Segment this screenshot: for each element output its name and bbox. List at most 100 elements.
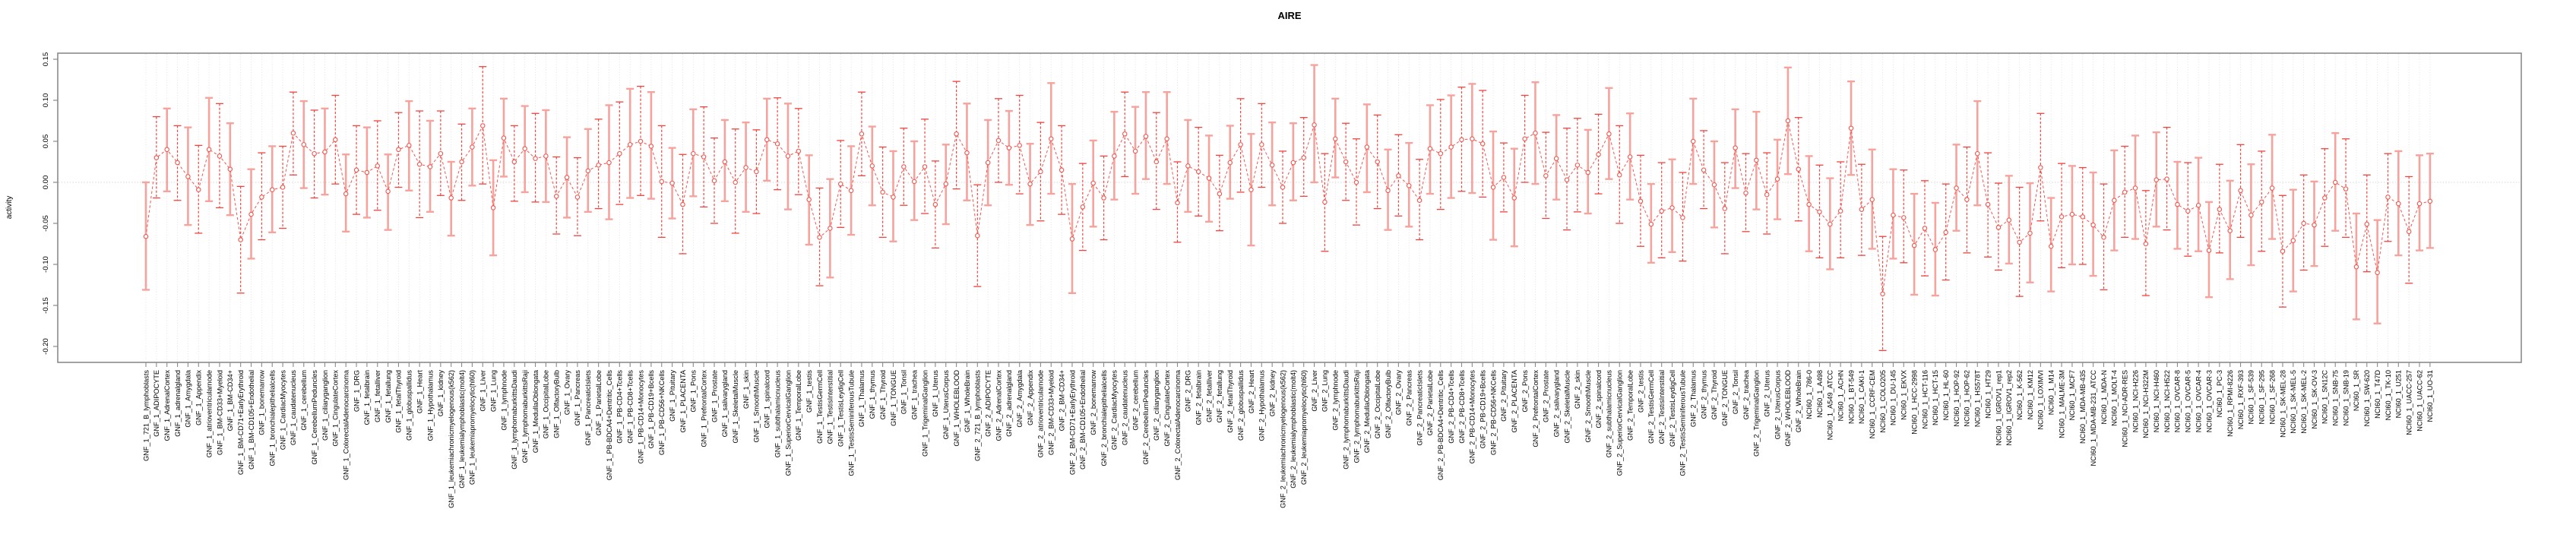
x-tick-label: GNF_2_PB-CD19+Bcells (1479, 370, 1487, 449)
data-point (407, 143, 412, 148)
x-tick-label: GNF_2_WHOLEBLOOD (1784, 370, 1792, 447)
data-point (1280, 185, 1286, 190)
x-tick-label: GNF_2_PB-CD8+Tcells (1458, 370, 1466, 444)
x-tick-label: GNF_1_testis (805, 370, 813, 413)
data-point (448, 195, 454, 201)
data-point (785, 153, 791, 159)
data-point (774, 141, 780, 147)
x-tick-label: GNF_2_Liver (1311, 370, 1318, 412)
x-tick-label: NCI60_1_SK-OV-3 (2311, 370, 2318, 429)
data-point (1416, 198, 1422, 204)
data-point (301, 142, 307, 147)
data-point (2416, 201, 2423, 207)
data-point (1132, 148, 1138, 154)
data-point (1227, 160, 1233, 166)
y-tick-label: -0.20 (42, 338, 50, 355)
data-point (1343, 159, 1349, 165)
data-point (848, 188, 854, 194)
x-tick-label: GNF_1_Pituitary (669, 370, 676, 422)
data-point (743, 165, 748, 170)
x-tick-label: GNF_2_TestisSeminiferousTubule (1679, 370, 1687, 476)
x-tick-label: GNF_1_leukemialymphoblastic(molt4) (458, 370, 466, 489)
x-tick-label: GNF_1_Liver (479, 370, 487, 412)
data-point (1985, 201, 1991, 207)
data-point (964, 150, 970, 156)
data-point (859, 131, 865, 137)
data-point (1080, 204, 1086, 210)
x-tick-label: GNF_2_CardiacMyocytes (1111, 370, 1119, 451)
data-point (227, 166, 233, 172)
data-point (911, 179, 917, 185)
data-point (269, 187, 275, 192)
data-point (680, 201, 685, 207)
data-point (1574, 163, 1581, 168)
data-point (1490, 185, 1496, 190)
x-tick-label: GNF_1_BM-CD34+ (226, 370, 234, 431)
x-tick-label: GNF_2_MedullaOblongata (1363, 369, 1371, 453)
data-point (2343, 186, 2349, 191)
x-tick-label: GNF_2_TrigeminalGanglion (1753, 370, 1761, 457)
data-point (1817, 209, 1822, 215)
x-tick-label: GNF_1_thymus (869, 370, 876, 419)
data-point (1059, 167, 1065, 173)
x-tick-label: GNF_1_WHOLEBLOOD (953, 370, 960, 447)
x-tick-label: GNF_1_UterusCorpus (942, 370, 950, 440)
data-point (1090, 180, 1096, 186)
data-point (1322, 199, 1328, 205)
data-point (1543, 173, 1549, 179)
data-point (1659, 208, 1664, 214)
x-tick-label: GNF_1_ColorectalAdenocarcinoma (342, 369, 350, 480)
data-point (1785, 118, 1791, 124)
x-tick-label: NCI60_1_PC-3 (2216, 370, 2223, 417)
x-tick-label: GNF_1_Lung (489, 370, 497, 412)
x-tick-label: GNF_1_CardiacMyocytes (279, 370, 286, 451)
data-point (1585, 169, 1590, 175)
data-point (1722, 206, 1728, 211)
x-tick-label: GNF_2_leukemialymphoblastic(molt4) (1290, 370, 1297, 489)
data-point (796, 148, 802, 154)
x-tick-label: GNF_1_Appendix (195, 370, 203, 425)
x-tick-label: GNF_1_TestisSeminiferousTubule (847, 370, 855, 476)
data-point (1027, 181, 1033, 187)
x-tick-label: GNF_2_adrenalgland (1005, 370, 1013, 437)
data-point (153, 155, 160, 160)
data-point (501, 135, 507, 141)
data-point (1248, 187, 1254, 192)
data-point (248, 211, 254, 217)
data-point (490, 205, 496, 210)
x-tick-label: NCI60_1_U251 (2395, 370, 2403, 418)
data-point (2427, 198, 2433, 204)
x-tick-label: GNF_2_Thalamus (1690, 370, 1698, 427)
data-point (1669, 205, 1675, 210)
data-point (1859, 207, 1865, 212)
x-tick-label: GNF_2_721_B_lymphoblasts (974, 370, 982, 461)
x-tick-label: GNF_2_TestisGermCell (1647, 370, 1655, 444)
x-tick-label: GNF_1_salivarygland (721, 370, 729, 437)
data-point (543, 153, 549, 159)
x-tick-label: NCI60_1_SK-MEL-2 (2300, 370, 2308, 434)
data-point (143, 234, 149, 239)
x-tick-label: GNF_2_Pancreas (1406, 370, 1413, 426)
data-point (522, 146, 527, 151)
data-point (1312, 122, 1317, 128)
data-point (733, 179, 738, 185)
x-tick-label: GNF_2_skin (1574, 370, 1581, 409)
x-tick-label: NCI60_1_RXF-393 (2237, 370, 2245, 429)
data-point (1438, 150, 1444, 157)
x-tick-label: GNF_1_leukemiapromyelocytic(hl60) (469, 370, 476, 485)
x-tick-label: GNF_2_Ovary (1395, 370, 1403, 416)
y-tick-label: -0.10 (42, 256, 50, 273)
x-tick-label: GNF_1_PrefrontalCortex (700, 370, 707, 447)
data-point (1596, 152, 1601, 157)
data-point (2175, 201, 2180, 207)
data-point (837, 181, 843, 187)
x-tick-label: NCI60_1_NCI-H522 (2163, 370, 2171, 432)
x-tick-label: NCI60_1_HS578T (1974, 370, 1982, 427)
data-point (669, 180, 675, 186)
data-point (2132, 185, 2138, 191)
data-point (574, 194, 581, 200)
x-tick-label: GNF_2_leukemiapromyelocytic(hl60) (1300, 370, 1308, 485)
data-point (1479, 141, 1486, 147)
data-point (2185, 208, 2191, 214)
